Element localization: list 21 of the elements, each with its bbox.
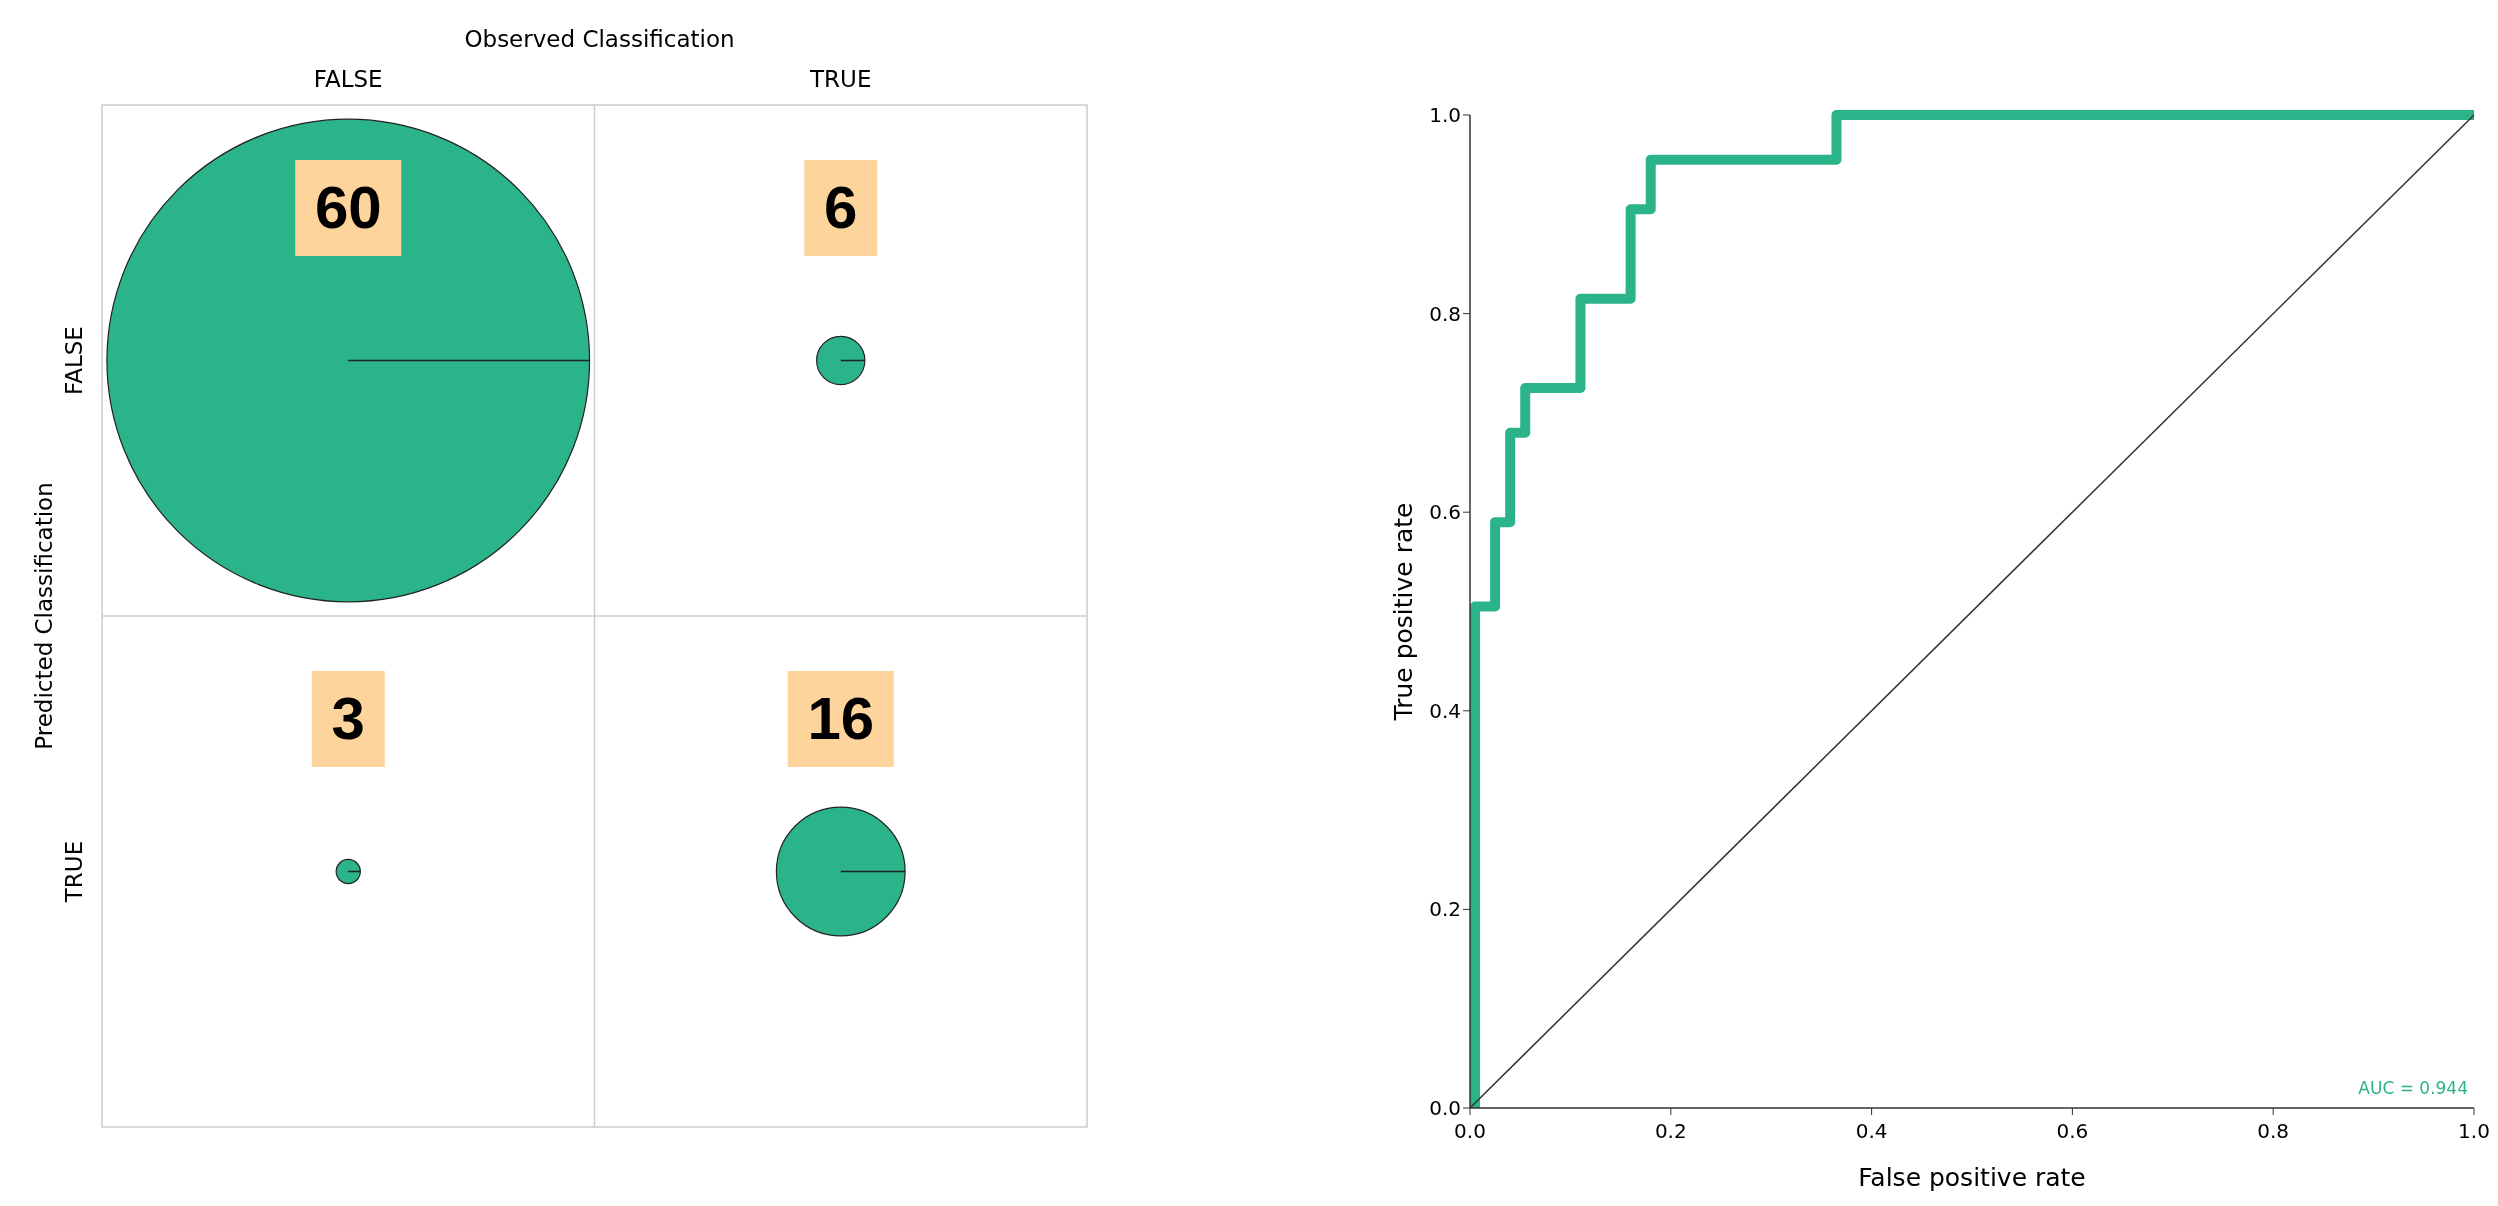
data-label: 16 (807, 685, 875, 752)
data-label: 6 (824, 174, 858, 241)
x-tick-label: 0.2 (1654, 1119, 1687, 1143)
y-axis-title: Predicted Classification (31, 482, 57, 750)
x-tick-label: 0.8 (2257, 1119, 2290, 1143)
y-tick-label: 0.8 (1429, 301, 1461, 326)
x-tick-label: 0.4 (1855, 1119, 1888, 1143)
y-tick-label: 0.0 (1429, 1096, 1461, 1120)
x-axis-title: Observed Classification (464, 26, 735, 52)
y-tick-label: 0.2 (1429, 897, 1461, 922)
x-tick-label: 1.0 (2458, 1119, 2490, 1143)
data-label: 3 (331, 685, 365, 752)
y-tick-label: 0.6 (1429, 500, 1461, 525)
data-label: 60 (314, 174, 382, 241)
annotation: AUC = 0.944 (2358, 1078, 2468, 1098)
y-tick-label: 1.0 (1429, 103, 1461, 127)
y-tick-label: 0.4 (1429, 698, 1461, 723)
x-tick-label: 0.0 (1454, 1119, 1486, 1143)
y-axis-title: True positive rate (1389, 502, 1418, 722)
x-axis-title: False positive rate (1858, 1163, 2086, 1192)
x-tick-label: 0.6 (2056, 1119, 2089, 1143)
